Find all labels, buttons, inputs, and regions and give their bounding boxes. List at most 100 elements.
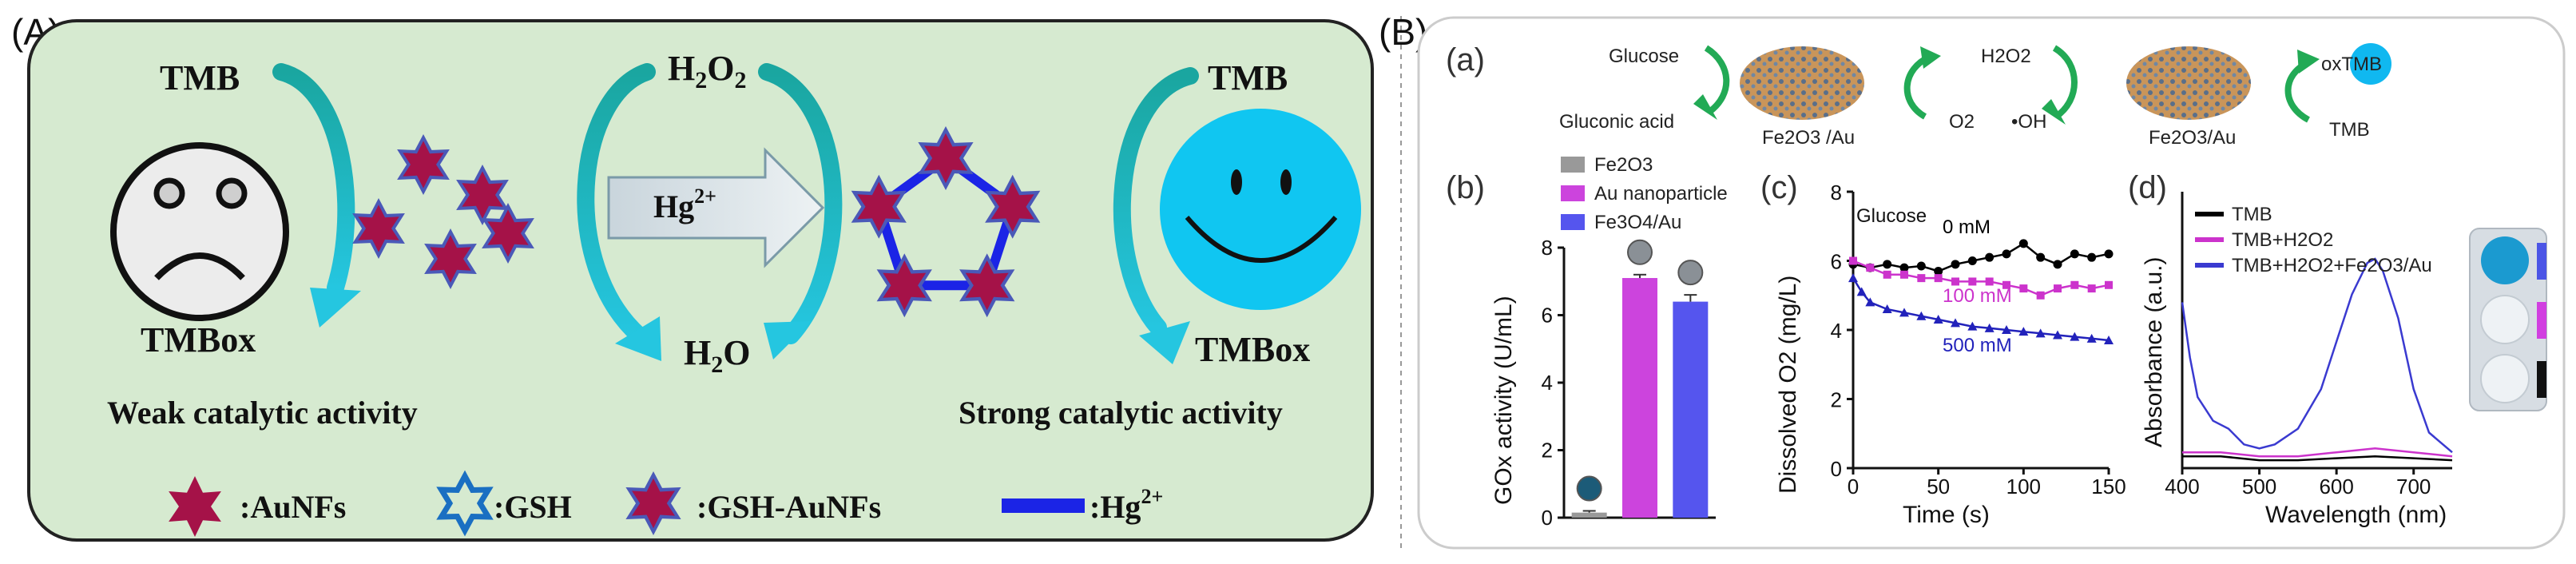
catalyst-2-label: Fe2O3/Au (2149, 127, 2236, 149)
abs-series-line (2182, 455, 2453, 462)
well-blue (2481, 236, 2529, 284)
o2-y-axis-title: Dissolved O2 (mg/L) (1775, 276, 1801, 494)
happy-mouth (1185, 216, 1338, 263)
o2-point (1951, 277, 1959, 286)
bar-legend-label: Fe2O3 (1594, 154, 1653, 176)
o2-point (1985, 252, 1995, 262)
tmb-arrow-head (2297, 50, 2320, 73)
sample-photo (1627, 239, 1653, 265)
happy-eye-left (1231, 169, 1242, 195)
abs-legend-label: TMB+H2O2 (2232, 229, 2333, 251)
right-curved-arrow (1113, 67, 1199, 336)
bar-y-tick-label: 4 (1542, 371, 1553, 395)
left-section: TMB TMBox Weak catalytic activity (107, 58, 418, 431)
o2-point (1968, 277, 1977, 286)
o2-point (1866, 264, 1875, 272)
oh-label: •OH (2011, 111, 2046, 133)
abs-x-tick-label: 600 (2319, 475, 2353, 498)
left-tmb-label: TMB (160, 58, 240, 97)
abs-x-tick-label: 400 (2165, 475, 2199, 498)
left-caption: Weak catalytic activity (107, 395, 418, 431)
hg-crosslinked-aggregate (851, 126, 1041, 318)
nanoflower-1 (1740, 46, 1864, 120)
o2-point (1849, 256, 1857, 265)
o2-point (1883, 270, 1891, 279)
o2-point (1985, 277, 1994, 286)
o2-label: O2 (1949, 111, 1975, 133)
glucose-label: Glucose (1609, 46, 1679, 67)
abs-legend-label: TMB (2232, 204, 2272, 225)
subpanel-c-label: (c) (1760, 170, 1798, 205)
happy-face (1160, 109, 1361, 310)
gsh-star-icon (436, 470, 494, 537)
o2-point (2018, 239, 2028, 248)
o2-point (1882, 304, 1892, 314)
panel-a-box (27, 19, 1374, 542)
o2-point (1951, 318, 1960, 328)
tmb-product-label: TMB (2329, 119, 2370, 141)
h2o2-label: H2O2 (668, 49, 746, 93)
legend-gsh-aunfs: :GSH-AuNFs (697, 489, 881, 525)
abs-series-line (2182, 447, 2453, 458)
sad-mouth (154, 252, 245, 280)
o2-point (2087, 252, 2097, 262)
bar (1622, 278, 1657, 518)
glucose-annotation: Glucose (1856, 205, 1927, 227)
h2o2-arrow-head (1920, 46, 1941, 69)
o2-point (1916, 311, 1927, 320)
abs-y-axis-title: Absorbance (a.u.) (2141, 257, 2167, 447)
o2-point (1916, 261, 1926, 271)
abs-x-tick-label: 700 (2396, 475, 2431, 498)
gsh-aunf-star-icon (625, 471, 681, 535)
o2-point (2104, 335, 2114, 344)
happy-eye-right (1280, 169, 1292, 195)
o2-point (2036, 252, 2046, 262)
bar-legend: Fe2O3 Au nanoparticle Fe3O4/Au (1561, 154, 1728, 233)
gluconic-acid-label: Gluconic acid (1559, 111, 1674, 133)
o2-point (2054, 284, 2062, 293)
abs-series-line (2181, 257, 2453, 454)
aggregated-star-core (883, 260, 927, 311)
o2-point (1984, 323, 1995, 332)
middle-section: H2O2 Hg2+ H2O (577, 49, 843, 378)
sad-face (110, 142, 289, 321)
o2-point (2002, 280, 2010, 289)
right-tmbox-label: TMBox (1195, 330, 1310, 369)
o2-point (2053, 260, 2062, 269)
o2-point (2035, 328, 2046, 338)
bar-legend-label: Au nanoparticle (1594, 183, 1728, 205)
oh-arrow-head (2042, 99, 2066, 125)
bar-y-axis-title: GOx activity (U/mL) (1490, 296, 1517, 505)
well-marker-blue (2537, 243, 2546, 280)
o2-point (1899, 263, 1909, 272)
o2-point (2070, 249, 2079, 259)
o2-point (2070, 332, 2080, 341)
bar-y-tick-label: 8 (1542, 236, 1553, 260)
abs-x-tick-label: 500 (2242, 475, 2276, 498)
left-tmbox-label: TMBox (141, 320, 256, 359)
left-curved-arrow (272, 63, 355, 296)
middle-left-arrow-head (615, 316, 661, 361)
well-marker-black (2537, 361, 2546, 398)
subpanel-b: (b) Fe2O3 Au nanoparticle Fe3O4/Au GOx act… (1446, 154, 1728, 530)
o2-point (2105, 280, 2113, 289)
sad-eye-left (153, 177, 185, 209)
o2-y-tick-label: 4 (1831, 319, 1842, 343)
subpanel-d: (d) Absorbance (a.u.) Wavelength (nm) 40… (2128, 170, 2547, 528)
abs-x-axis-title: Wavelength (nm) (2265, 502, 2447, 528)
o2-y-tick-label: 8 (1831, 181, 1842, 205)
right-arrow-head (1139, 321, 1190, 364)
left-arrow-head (310, 288, 361, 328)
bar (1571, 512, 1607, 518)
bar-y-tick-label: 6 (1542, 304, 1553, 328)
o2-point (2104, 249, 2114, 259)
gsh-star (436, 470, 494, 537)
o2-point (1917, 274, 1926, 283)
aggregated-star-core (990, 181, 1034, 232)
o2-point (2053, 330, 2062, 340)
o2-point (1865, 297, 1875, 307)
o2-point (2036, 291, 2045, 300)
bar-y-tick-label: 0 (1542, 506, 1553, 530)
o2-series-line (1852, 260, 2110, 297)
o2-x-tick-label: 150 (2091, 475, 2125, 498)
